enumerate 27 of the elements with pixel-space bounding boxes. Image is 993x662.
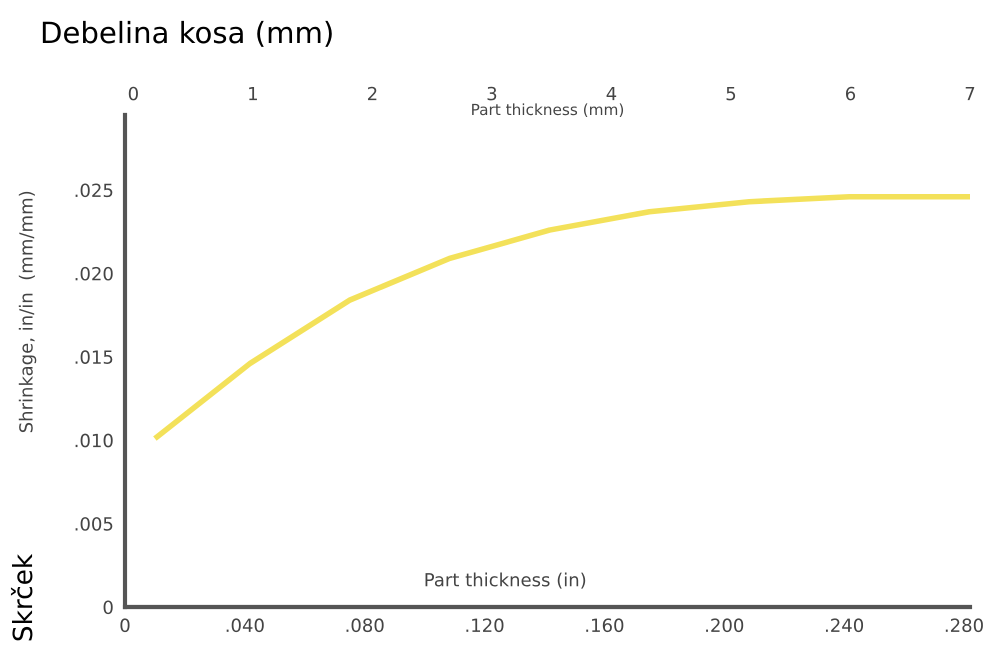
x2-tick-label: 6 <box>846 86 856 100</box>
x-tick-label: .280 <box>946 618 983 632</box>
y-tick-label: .015 <box>76 350 112 364</box>
x-tick-label: .080 <box>346 618 384 632</box>
x2-tick-label: 5 <box>726 86 736 100</box>
x2-tick-label: 1 <box>249 86 257 100</box>
x-tick-label: .240 <box>826 618 864 632</box>
x-tick-label: .040 <box>226 618 264 632</box>
y-tick-label: .010 <box>76 434 113 448</box>
y-tick-label: 0 <box>104 600 113 614</box>
x-tick-label: .120 <box>466 618 504 632</box>
x2-tick-label: 0 <box>128 86 138 100</box>
x-axis-title: Part thickness (in) <box>426 572 586 589</box>
x-tick-label: 0 <box>120 618 130 632</box>
x2-tick-label: 2 <box>368 86 376 100</box>
x2-tick-label: 7 <box>966 86 974 100</box>
chart-title: Debelina kosa (mm) <box>42 20 332 47</box>
x2-tick-label: 3 <box>488 86 496 100</box>
x2-tick-label: 4 <box>606 86 616 100</box>
x-tick-label: .160 <box>586 618 624 632</box>
y-tick-label: .020 <box>76 266 113 281</box>
y-tick-label: .025 <box>76 184 112 198</box>
x2-axis-title: Part thickness (mm) <box>472 103 624 118</box>
text: Skrček <box>10 554 32 640</box>
y-axis-title: Shrinkage, in/in (mm/mm) <box>18 192 36 432</box>
y-tick-label: .005 <box>76 517 112 531</box>
x-tick-label: .200 <box>706 618 744 632</box>
